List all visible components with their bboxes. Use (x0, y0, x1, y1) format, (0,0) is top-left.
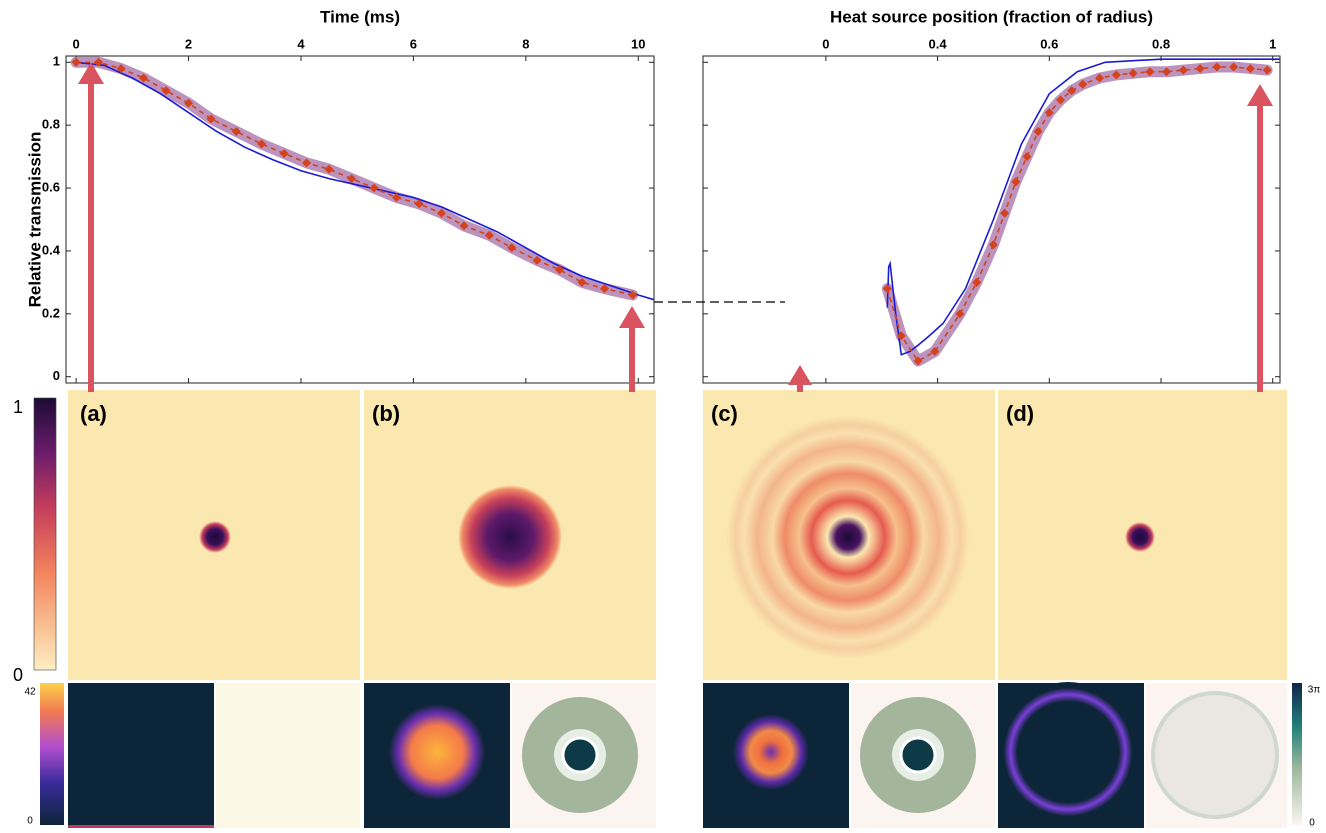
plot-frame (703, 56, 1280, 383)
core (563, 738, 597, 772)
colorbar-min: 0 (27, 816, 33, 827)
colorbar (1292, 683, 1302, 825)
rings (726, 415, 970, 659)
phase-a (216, 683, 360, 828)
x-tick-label: 1 (1269, 36, 1276, 51)
x-tick-label: 10 (631, 36, 645, 51)
plots: 024681000.20.40.60.81Time (ms)Relative t… (25, 7, 1280, 383)
x-tick-label: 0 (822, 36, 829, 51)
x-tick-label: 2 (185, 36, 192, 51)
panel-label: (b) (372, 401, 400, 426)
disc (1153, 693, 1277, 817)
x-tick-label: 0 (73, 36, 80, 51)
spot (458, 485, 562, 589)
x-tick-label: 6 (410, 36, 417, 51)
page: (a) (b) (c) (d) 1 0 42 0 3π 0 024681000.… (0, 0, 1326, 833)
y-tick-label: 0.4 (42, 242, 61, 257)
y-tick-label: 0 (53, 368, 60, 383)
y-tick-label: 1 (53, 54, 60, 69)
plot: 0 0.4 0.6 0.8 1 Heat source position (fractio… (703, 7, 1280, 383)
figure: (a) (b) (c) (d) 1 0 42 0 3π 0 024681000.… (0, 0, 1326, 828)
x-axis-label: Heat source position (fraction of radius… (830, 7, 1153, 26)
intensity-a (68, 683, 214, 828)
y-tick-label: 0.8 (42, 117, 60, 132)
spot (389, 704, 485, 800)
y-axis-label: Relative transmission (25, 132, 44, 308)
spot (1125, 522, 1155, 552)
core (901, 738, 935, 772)
colorbar-max: 42 (24, 687, 36, 698)
ring (998, 682, 1138, 822)
heatmaps: (a) (b) (c) (d) (68, 390, 1287, 828)
y-tick-label: 0.6 (42, 179, 60, 194)
x-tick-label: 0.8 (1152, 36, 1170, 51)
spot (733, 714, 809, 790)
x-tick-label: 4 (297, 36, 305, 51)
panel-label: (d) (1006, 401, 1034, 426)
spot (199, 521, 231, 553)
x-tick-label: 0.4 (929, 36, 948, 51)
colorbar-max: 1 (13, 397, 23, 417)
panel-label: (c) (711, 401, 738, 426)
plot: 0 2 4 6 8 10 0 0.2 0.4 0.6 0.8 1 Time (ms) Relative t… (25, 7, 654, 383)
colorbar-min: 0 (13, 665, 23, 685)
colorbar-max: 3π (1308, 685, 1321, 696)
x-tick-label: 8 (522, 36, 529, 51)
colorbar (34, 398, 56, 670)
y-tick-label: 0.2 (42, 305, 60, 320)
x-tick-label: 0.6 (1040, 36, 1058, 51)
colorbar-min: 0 (1309, 818, 1315, 828)
panel-label: (a) (80, 401, 107, 426)
colorbar (40, 683, 64, 825)
plot-frame (66, 56, 654, 383)
x-axis-label: Time (ms) (320, 7, 400, 26)
